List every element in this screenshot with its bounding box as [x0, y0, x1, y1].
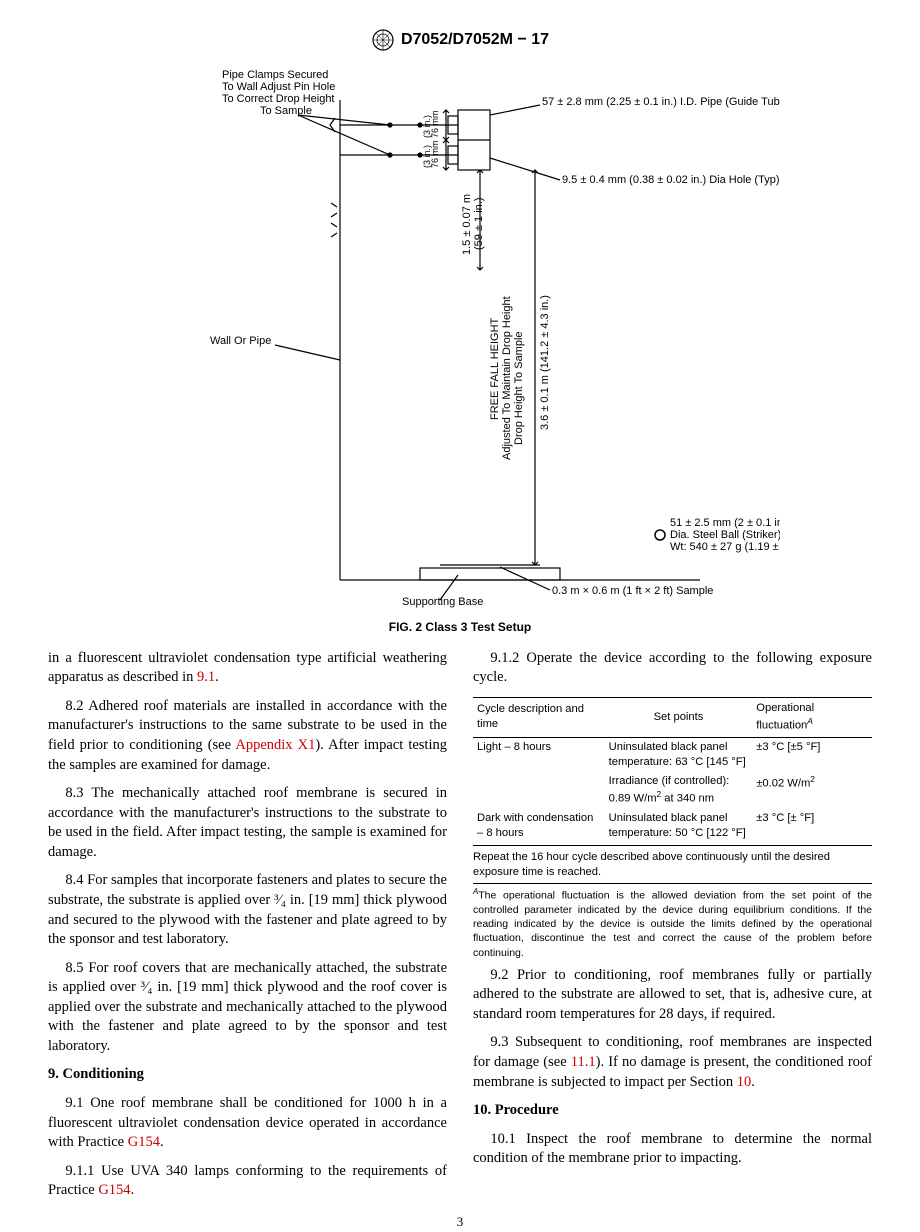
table-row: Dark with condensation – 8 hours Uninsul…: [473, 809, 872, 846]
fig-guide-tube: 57 ± 2.8 mm (2.25 ± 0.1 in.) I.D. Pipe (…: [542, 96, 780, 108]
figure-2: Pipe Clamps Secured To Wall Adjust Pin H…: [48, 60, 872, 635]
page-header: D7052/D7052M − 17: [48, 28, 872, 52]
figure-caption: FIG. 2 Class 3 Test Setup: [48, 619, 872, 635]
link-9-1[interactable]: 9.1: [197, 669, 215, 685]
para-8-1-cont: in a fluorescent ultraviolet condensatio…: [48, 649, 447, 688]
fig-sample: 0.3 m × 0.6 m (1 ft × 2 ft) Sample: [552, 585, 713, 597]
page-number: 3: [48, 1213, 872, 1231]
fig-drop: Drop Height To Sample: [513, 331, 525, 445]
para-8-5: 8.5 For roof covers that are mechanicall…: [48, 959, 447, 1057]
para-9-3: 9.3 Subsequent to conditioning, roof mem…: [473, 1033, 872, 1092]
table-row: Light – 8 hours Uninsulated black panel …: [473, 737, 872, 772]
link-10[interactable]: 10: [737, 1074, 752, 1090]
figure-diagram: Pipe Clamps Secured To Wall Adjust Pin H…: [140, 60, 780, 610]
fig-freefall: FREE FALL HEIGHT: [489, 317, 501, 420]
link-g154-2[interactable]: G154: [98, 1182, 130, 1198]
svg-text:Pipe Clamps Secured To: Pipe Clamps Secured To Wall Adjust Pin H…: [222, 69, 338, 117]
fig-label: Pipe Clamps Secured: [222, 69, 328, 81]
para-9-1-2: 9.1.2 Operate the device according to th…: [473, 649, 872, 688]
right-column: 9.1.2 Operate the device according to th…: [473, 649, 872, 1201]
fig-hole: 9.5 ± 0.4 mm (0.38 ± 0.02 in.) Dia Hole …: [562, 174, 780, 186]
fig-ball1: 51 ± 2.5 mm (2 ± 0.1 in.): [670, 517, 780, 529]
fig-ball3: Wt: 540 ± 27 g (1.19 ± 0.06 lbs): [670, 541, 780, 553]
table-note: Repeat the 16 hour cycle described above…: [473, 848, 872, 884]
fig-ball2: Dia. Steel Ball (Striker): [670, 529, 780, 541]
para-8-3: 8.3 The mechanically attached roof membr…: [48, 784, 447, 862]
para-8-4: 8.4 For samples that incorporate fastene…: [48, 871, 447, 949]
table-footnote-a: AThe operational fluctuation is the allo…: [473, 887, 872, 959]
fig-base: Supporting Base: [402, 596, 483, 608]
para-9-1: 9.1 One roof membrane shall be condition…: [48, 1094, 447, 1153]
fig-dim-full: 3.6 ± 0.1 m (141.2 ± 4.3 in.): [539, 295, 551, 430]
th-setpoints: Set points: [605, 697, 753, 737]
exposure-cycle-table: Cycle description and time Set points Op…: [473, 697, 872, 846]
heading-9: 9. Conditioning: [48, 1065, 447, 1085]
fig-dim-top1in: (3 in.): [422, 115, 432, 138]
link-g154-1[interactable]: G154: [128, 1134, 160, 1150]
para-9-2: 9.2 Prior to conditioning, roof membrane…: [473, 966, 872, 1025]
link-appendix-x1[interactable]: Appendix X1: [235, 737, 315, 753]
fig-dim-top2in: (3 in.): [422, 145, 432, 168]
para-9-1-1: 9.1.1 Use UVA 340 lamps conforming to th…: [48, 1162, 447, 1201]
fig-dim-upper: 1.5 ± 0.07 m: [461, 194, 473, 255]
fig-dim-upper-in: (59 ± 1 in.): [473, 197, 485, 250]
th-cycle: Cycle description and time: [473, 697, 605, 737]
fig-adjusted: Adjusted To Maintain Drop Height: [501, 296, 513, 460]
fig-wall: Wall Or Pipe: [210, 335, 271, 347]
th-fluctuation: Operational fluctuationA: [752, 697, 872, 737]
para-8-2: 8.2 Adhered roof materials are installed…: [48, 697, 447, 775]
table-header-row: Cycle description and time Set points Op…: [473, 697, 872, 737]
left-column: in a fluorescent ultraviolet condensatio…: [48, 649, 447, 1201]
header-title: D7052/D7052M − 17: [401, 29, 549, 51]
heading-10: 10. Procedure: [473, 1101, 872, 1121]
link-11-1[interactable]: 11.1: [571, 1054, 596, 1070]
astm-logo-icon: [371, 28, 395, 52]
table-row: Irradiance (if controlled): 0.89 W/m2 at…: [473, 772, 872, 809]
para-10-1: 10.1 Inspect the roof membrane to determ…: [473, 1130, 872, 1169]
